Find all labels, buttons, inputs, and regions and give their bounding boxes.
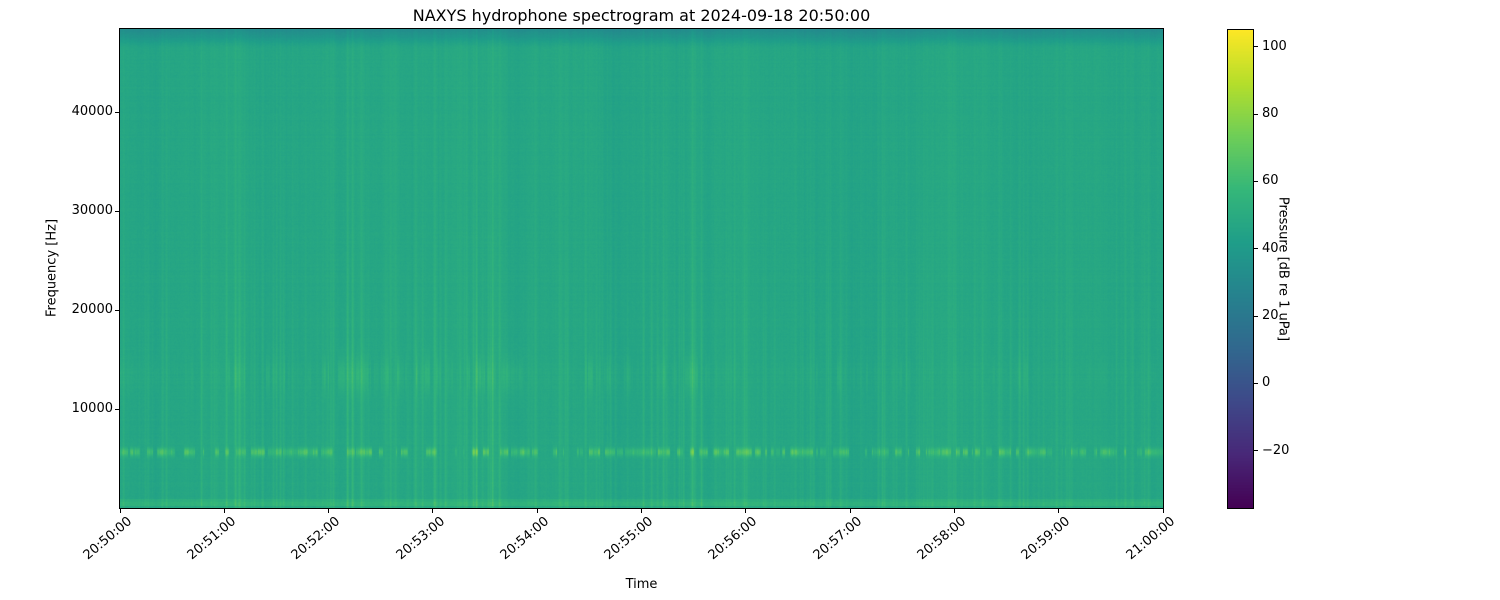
x-tick-mark (745, 509, 747, 513)
x-axis-label: Time (625, 577, 658, 592)
colorbar-tick-mark (1254, 46, 1258, 48)
x-tick-mark (432, 509, 434, 513)
y-tick-mark (115, 210, 119, 212)
colorbar-tick-label: 60 (1262, 173, 1279, 189)
x-tick-label: 20:59:00 (1018, 514, 1074, 564)
colorbar-tick-label: 20 (1262, 308, 1279, 324)
x-tick-mark (119, 509, 121, 513)
x-tick-mark (536, 509, 538, 513)
y-tick-mark (115, 111, 119, 113)
x-tick-mark (1162, 509, 1164, 513)
colorbar-gradient (1227, 29, 1254, 509)
y-tick-label: 20000 (71, 302, 113, 318)
x-tick-label: 20:52:00 (288, 514, 344, 564)
x-tick-label: 20:50:00 (80, 514, 135, 564)
colorbar-tick-mark (1254, 113, 1258, 115)
colorbar-tick-label: −20 (1262, 442, 1290, 458)
x-tick-mark (641, 509, 642, 513)
chart-title: NAXYS hydrophone spectrogram at 2024-09-… (412, 6, 871, 25)
x-tick-mark (328, 509, 330, 513)
spectrogram-heatmap (119, 28, 1164, 509)
x-tick-mark (223, 509, 225, 513)
colorbar-tick-label: 80 (1262, 106, 1279, 122)
x-tick-label: 20:56:00 (706, 514, 761, 564)
x-tick-label: 20:53:00 (393, 514, 448, 564)
x-tick-label: 20:54:00 (497, 514, 552, 564)
x-tick-label: 20:58:00 (914, 514, 970, 564)
y-tick-mark (115, 408, 119, 410)
x-tick-mark (1058, 509, 1060, 513)
y-tick-label: 10000 (71, 401, 113, 417)
colorbar-tick-mark (1254, 248, 1258, 250)
y-tick-mark (115, 309, 119, 311)
colorbar-tick-mark (1254, 180, 1258, 182)
colorbar-tick-label: 100 (1262, 38, 1287, 54)
colorbar-label: Pressure [dB re 1 uPa] (1275, 196, 1291, 342)
x-tick-label: 20:55:00 (601, 514, 657, 564)
x-tick-mark (849, 509, 851, 513)
x-tick-label: 20:51:00 (184, 514, 239, 564)
y-tick-label: 30000 (71, 203, 113, 219)
x-tick-mark (953, 509, 955, 513)
colorbar-tick-mark (1254, 450, 1258, 452)
x-tick-label: 20:57:00 (810, 514, 865, 564)
colorbar-tick-label: 0 (1262, 375, 1271, 391)
colorbar-tick-label: 40 (1262, 240, 1279, 256)
colorbar-tick-mark (1254, 382, 1258, 384)
x-tick-label: 21:00:00 (1123, 514, 1178, 564)
colorbar-tick-mark (1254, 315, 1258, 317)
y-tick-label: 40000 (71, 104, 113, 120)
